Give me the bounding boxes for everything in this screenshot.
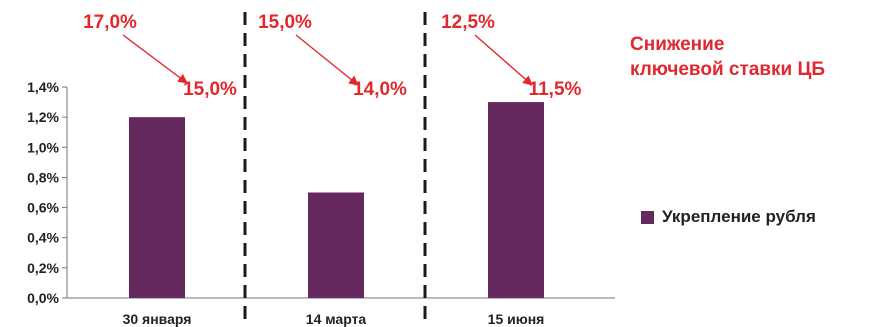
rate-annotations: 17,0% 15,0% 15,0% 14,0% 12,5% 11,5% [83,12,581,100]
rate-change-arrow [122,34,188,84]
rate-after-label: 15,0% [183,79,237,100]
period-dividers [243,12,427,325]
y-tick-label: 0,0% [27,290,59,306]
legend-label: Укрепление рубля [662,207,816,226]
x-tick-label: 14 марта [306,311,367,327]
rate-after-label: 11,5% [529,79,582,100]
y-tick-label: 0,8% [27,169,59,185]
rate-before-label: 17,0% [83,12,137,33]
legend: Укрепление рубля [641,207,816,227]
x-tick-label: 30 января [123,311,192,327]
key-rate-note-line-1: Снижение [630,34,725,55]
bar [129,117,185,299]
y-tick-label: 0,4% [27,230,59,246]
bars [129,102,544,299]
y-tick-label: 0,2% [27,260,59,276]
y-tick-label: 1,0% [27,139,59,155]
bar [488,102,544,298]
key-rate-note-line-2: ключевой ставки ЦБ [630,59,826,80]
legend-swatch [641,210,654,224]
rate-after-label: 14,0% [353,79,407,100]
rate-change-arrow [474,34,533,86]
x-axis-labels: 30 января 14 марта 15 июня [123,311,545,327]
y-tick-label: 0,6% [27,200,59,216]
rate-before-label: 12,5% [441,12,495,33]
x-tick-label: 15 июня [488,311,545,327]
key-rate-note: Снижение ключевой ставки ЦБ [630,32,825,82]
y-tick-label: 1,4% [27,79,59,95]
y-tick-label: 1,2% [27,109,59,125]
bar [308,192,364,298]
rate-before-label: 15,0% [258,12,312,33]
rate-change-arrow [295,34,359,86]
